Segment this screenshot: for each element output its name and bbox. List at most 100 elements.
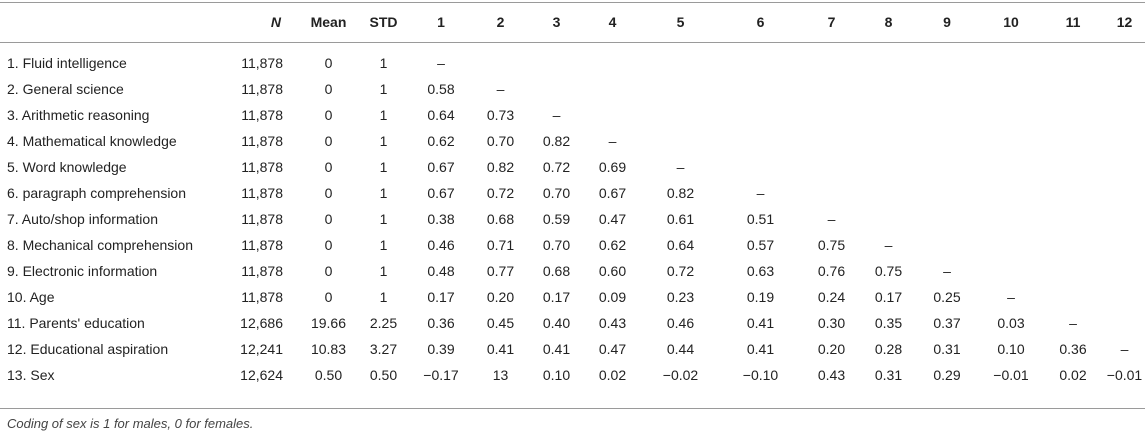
correlation-cell: 0.75 <box>817 237 846 253</box>
correlation-cell <box>1104 284 1145 310</box>
correlation-cell <box>1104 232 1145 258</box>
correlation-cell: 0.72 <box>542 159 571 175</box>
correlation-cell <box>1104 102 1145 128</box>
correlation-table: N Mean STD 1 2 3 4 5 6 7 8 9 10 11 12 1.… <box>0 2 1145 388</box>
correlation-cell: 0.82 <box>666 185 695 201</box>
correlation-cell: 0.64 <box>427 107 455 123</box>
correlation-cell: 0.67 <box>598 185 627 201</box>
correlation-cell: 0.67 <box>427 159 455 175</box>
variable-name-cell: 6. paragraph comprehension <box>7 185 187 201</box>
correlation-cell: 0.62 <box>427 133 455 149</box>
correlation-cell: −0.17 <box>423 367 459 383</box>
table-row: 12. Educational aspiration 12,241 10.83 3.2… <box>0 336 1145 362</box>
correlation-cell <box>640 128 721 154</box>
correlation-cell: 0.41 <box>746 341 775 357</box>
correlation-cell <box>914 180 980 206</box>
correlation-cell: 0.69 <box>598 159 627 175</box>
table-row: 3. Arithmetic reasoning 11,878 0 1 0.64 0.73 – <box>0 102 1145 128</box>
std-cell: 0.50 <box>369 367 398 383</box>
variable-name-cell: 2. General science <box>7 81 124 97</box>
header-cell: 2 <box>496 14 505 30</box>
header-cell: N <box>270 14 281 30</box>
std-cell: 1 <box>379 237 388 253</box>
variable-name-cell: 1. Fluid intelligence <box>7 55 127 71</box>
bottom-rule <box>0 408 1145 409</box>
correlation-cell: 0.46 <box>427 237 455 253</box>
correlation-cell <box>863 128 914 154</box>
correlation-cell: 0.20 <box>486 289 515 305</box>
mean-cell: 0 <box>324 185 333 201</box>
correlation-cell <box>1104 76 1145 102</box>
correlation-cell <box>1042 258 1104 284</box>
variable-name-cell: 7. Auto/shop information <box>7 211 158 227</box>
correlation-cell: 0.82 <box>542 133 571 149</box>
correlation-cell <box>863 206 914 232</box>
correlation-cell <box>980 42 1042 76</box>
correlation-cell <box>1042 180 1104 206</box>
correlation-cell: 0.35 <box>874 315 903 331</box>
correlation-cell: 0.43 <box>817 367 846 383</box>
correlation-cell: 0.45 <box>486 315 515 331</box>
header-cell: 6 <box>756 14 765 30</box>
variable-name-cell: 12. Educational aspiration <box>7 341 169 357</box>
header-cell: 9 <box>943 14 951 30</box>
correlation-cell <box>800 102 863 128</box>
std-cell: 1 <box>379 185 388 201</box>
n-cell: 11,878 <box>241 237 283 253</box>
correlation-cell <box>914 232 980 258</box>
correlation-cell <box>863 102 914 128</box>
correlation-cell: −0.01 <box>1106 367 1143 383</box>
correlation-cell <box>1104 310 1145 336</box>
mean-cell: 0.50 <box>314 367 343 383</box>
correlation-cell <box>585 42 640 76</box>
table-row: 1. Fluid intelligence 11,878 0 1 – <box>0 42 1145 76</box>
n-cell: 11,878 <box>241 211 283 227</box>
correlation-cell <box>1042 128 1104 154</box>
correlation-cell <box>1042 102 1104 128</box>
correlation-cell: 0.68 <box>542 263 571 279</box>
correlation-cell: 0.82 <box>486 159 515 175</box>
mean-cell: 0 <box>324 133 333 149</box>
correlation-cell: – <box>608 133 617 149</box>
correlation-cell: 0.10 <box>542 367 571 383</box>
correlation-cell: 0.62 <box>598 237 627 253</box>
mean-cell: 10.83 <box>310 341 347 357</box>
correlation-cell <box>721 76 800 102</box>
correlation-cell <box>800 42 863 76</box>
correlation-cell <box>914 128 980 154</box>
std-cell: 1 <box>379 55 388 71</box>
correlation-cell: 0.67 <box>427 185 455 201</box>
correlation-cell: 0.40 <box>542 315 571 331</box>
variable-name-cell: 3. Arithmetic reasoning <box>7 107 150 123</box>
correlation-cell: 0.38 <box>427 211 455 227</box>
correlation-cell: 0.17 <box>427 289 455 305</box>
correlation-cell: 0.57 <box>746 237 775 253</box>
n-cell: 12,241 <box>240 341 283 357</box>
correlation-cell: 0.44 <box>666 341 695 357</box>
mean-cell: 0 <box>324 81 333 97</box>
correlation-cell: 0.63 <box>746 263 775 279</box>
mean-cell: 0 <box>324 263 333 279</box>
correlation-cell <box>1042 42 1104 76</box>
header-cell: 5 <box>676 14 685 30</box>
correlation-cell <box>1042 284 1104 310</box>
correlation-cell: 0.47 <box>598 211 627 227</box>
std-cell: 1 <box>379 263 388 279</box>
std-cell: 1 <box>379 289 388 305</box>
std-cell: 1 <box>379 133 388 149</box>
correlation-cell: 0.36 <box>427 315 455 331</box>
n-cell: 11,878 <box>241 185 283 201</box>
correlation-cell: 0.03 <box>997 315 1025 331</box>
correlation-cell: 0.73 <box>486 107 515 123</box>
correlation-cell: – <box>1007 289 1015 305</box>
table-row: 13. Sex 12,624 0.50 0.50 −0.17 13 0.10 0.02 −0.0… <box>0 362 1145 388</box>
correlation-cell <box>1104 258 1145 284</box>
table-row: 6. paragraph comprehension 11,878 0 1 0.67 0.… <box>0 180 1145 206</box>
correlation-cell <box>863 76 914 102</box>
correlation-cell: −0.01 <box>993 367 1029 383</box>
correlation-cell: 0.23 <box>666 289 695 305</box>
correlation-cell: 0.68 <box>486 211 515 227</box>
n-cell: 11,878 <box>241 159 283 175</box>
correlation-cell: 0.36 <box>1059 341 1087 357</box>
